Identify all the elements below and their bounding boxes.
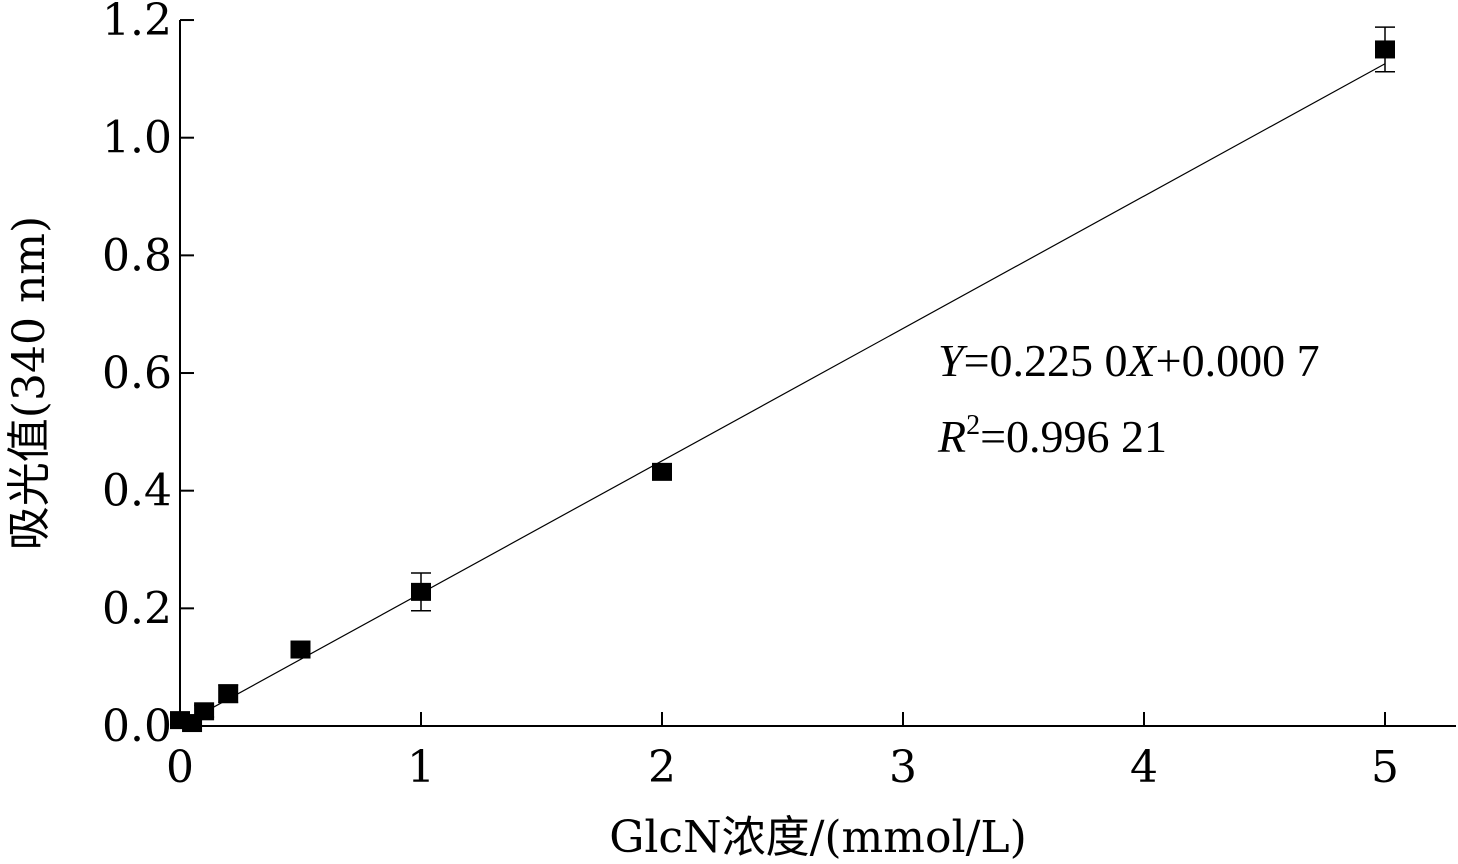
y-tick-label: 0.2 [102, 583, 172, 634]
eq-mid: =0.225 0 [964, 335, 1128, 386]
data-point [194, 702, 215, 721]
data-point [290, 640, 311, 659]
fit-line [179, 63, 1386, 727]
x-tick-label: 1 [407, 742, 435, 793]
r2-sup: 2 [966, 410, 980, 441]
x-tick-label: 3 [889, 742, 917, 793]
eq-y-var: Y [938, 335, 968, 386]
r-squared: R2=0.996 21 [937, 410, 1167, 462]
y-tick-label: 1.0 [102, 113, 172, 164]
y-tick-label: 0.4 [102, 466, 172, 517]
x-tick-label: 0 [166, 742, 194, 793]
x-tick-label: 4 [1130, 742, 1158, 793]
eq-x-var: X [1126, 335, 1158, 386]
y-tick-label: 0.6 [102, 348, 172, 399]
data-point [652, 462, 672, 481]
r2-value: =0.996 21 [980, 411, 1167, 462]
r2-var: R [937, 411, 966, 462]
data-point [411, 582, 431, 601]
x-ticks: 0 1 2 3 4 5 [166, 712, 1399, 793]
x-axis-title: GlcN浓度/(mmol/L) [609, 812, 1027, 863]
data-points [170, 26, 1395, 733]
y-ticks: 0.0 0.2 0.4 0.6 0.8 1.0 1.2 [102, 0, 194, 752]
y-tick-label: 1.2 [102, 0, 172, 46]
fit-line-group [179, 63, 1386, 727]
x-tick-label: 5 [1371, 742, 1399, 793]
x-tick-label: 2 [648, 742, 676, 793]
data-point [1375, 40, 1395, 59]
y-tick-label: 0.8 [102, 230, 172, 281]
regression-equation: Y=0.225 0X+0.000 7 [938, 335, 1320, 386]
eq-tail: +0.000 7 [1156, 335, 1320, 386]
y-tick-label: 0.0 [102, 701, 172, 752]
y-axis-title: 吸光值(340 nm) [4, 216, 55, 550]
data-point [218, 684, 239, 703]
